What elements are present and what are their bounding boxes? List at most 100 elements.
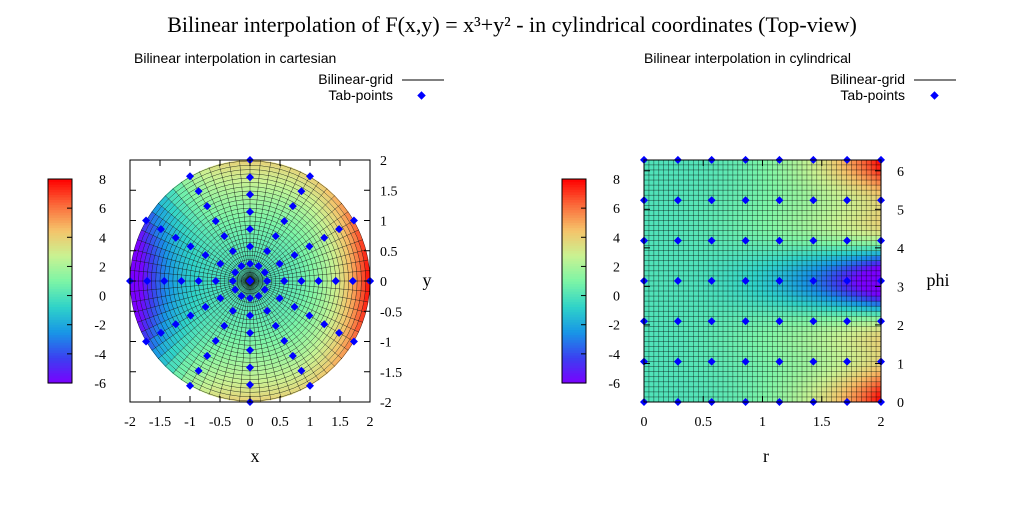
heat-cell [876, 331, 882, 337]
heat-cell [757, 391, 763, 398]
heat-cell [288, 209, 297, 218]
heat-cell [787, 215, 793, 221]
heat-cell [816, 316, 823, 322]
heat-cell [155, 206, 165, 217]
heat-cell [718, 220, 724, 226]
heat-cell [792, 159, 798, 166]
heat-cell [747, 169, 754, 176]
heat-cell [648, 296, 655, 302]
heat-cell [693, 351, 699, 358]
heat-cell [876, 250, 882, 257]
heat-cell [732, 381, 739, 388]
heat-cell [683, 301, 689, 307]
heat-cell [181, 336, 190, 346]
heat-cell [688, 301, 694, 307]
heat-cell [204, 375, 215, 383]
heat-cell [782, 169, 788, 176]
heat-cell [257, 256, 261, 262]
heat-cell [324, 259, 331, 268]
heat-cell [275, 180, 286, 188]
heat-cell [757, 351, 763, 358]
heat-cell [797, 356, 803, 363]
heat-cell [265, 368, 275, 375]
heat-cell [846, 336, 852, 342]
heat-cell [718, 381, 724, 388]
heat-cell [703, 200, 709, 206]
heat-cell [688, 235, 694, 241]
heat-cell [797, 205, 803, 211]
heat-cell [846, 200, 852, 206]
heat-cell [718, 185, 724, 191]
heat-cell [792, 235, 798, 241]
heat-cell [648, 381, 655, 388]
heat-cell [841, 336, 847, 342]
heat-cell [319, 207, 329, 218]
colorbar-band [562, 281, 586, 285]
heat-cell [806, 260, 813, 267]
heat-cell [698, 371, 704, 378]
heat-cell [187, 222, 196, 231]
heat-cell [851, 180, 857, 186]
heat-cell [821, 250, 828, 257]
grid-spoke [208, 167, 251, 282]
heat-cell [826, 225, 833, 231]
heat-cell [189, 203, 199, 212]
heat-cell [767, 285, 773, 292]
heat-cell [283, 284, 289, 288]
heat-cell [273, 329, 280, 336]
heat-cell [713, 291, 719, 297]
tab-point [246, 294, 254, 303]
colorbar-tick-label: 0 [613, 290, 620, 305]
heat-cell [767, 230, 773, 236]
heat-cell [727, 210, 734, 216]
heat-cell [193, 300, 200, 307]
cartesian-legend-point-marker [417, 91, 426, 100]
heat-cell [811, 291, 818, 297]
colorbar-band [48, 301, 72, 305]
heat-cell [192, 218, 201, 226]
colorbar-band [48, 237, 72, 241]
heat-cell [727, 180, 734, 186]
heat-cell [678, 190, 684, 196]
heat-cell [831, 391, 837, 398]
heat-cell [718, 215, 724, 221]
heat-cell [811, 285, 818, 292]
heat-cell [797, 371, 803, 378]
heat-cell [841, 164, 847, 171]
heat-cell [698, 245, 704, 252]
heat-cell [644, 336, 650, 342]
heat-cell [836, 180, 842, 186]
heat-cell [723, 195, 729, 201]
heat-cell [688, 230, 694, 236]
heat-cell [206, 183, 217, 191]
heat-cell [215, 283, 221, 287]
heat-cell [698, 326, 704, 332]
heat-cell [871, 306, 877, 312]
heat-cell [747, 225, 754, 231]
heat-cell [130, 259, 137, 271]
heat-cell [226, 290, 232, 294]
heat-cell [797, 346, 803, 352]
heat-cell [673, 346, 679, 352]
heat-cell [792, 326, 798, 332]
heat-cell [802, 169, 808, 176]
heat-cell [258, 304, 263, 310]
heat-cell [802, 275, 808, 282]
tab-point [348, 277, 357, 285]
heat-cell [871, 185, 877, 191]
heat-cell [851, 205, 857, 211]
heat-cell [792, 361, 798, 368]
heat-cell [846, 296, 852, 302]
tab-point [201, 251, 210, 260]
tab-point [331, 277, 340, 285]
heat-cell [797, 169, 803, 176]
heat-cell [693, 291, 699, 297]
heat-cell [846, 159, 852, 166]
heat-cell [668, 270, 675, 277]
colorbar-band [562, 252, 586, 257]
colorbar-band [562, 189, 586, 193]
heat-cell [698, 366, 704, 373]
heat-cell [762, 361, 768, 368]
heat-cell [172, 181, 184, 192]
heat-cell [269, 295, 275, 301]
